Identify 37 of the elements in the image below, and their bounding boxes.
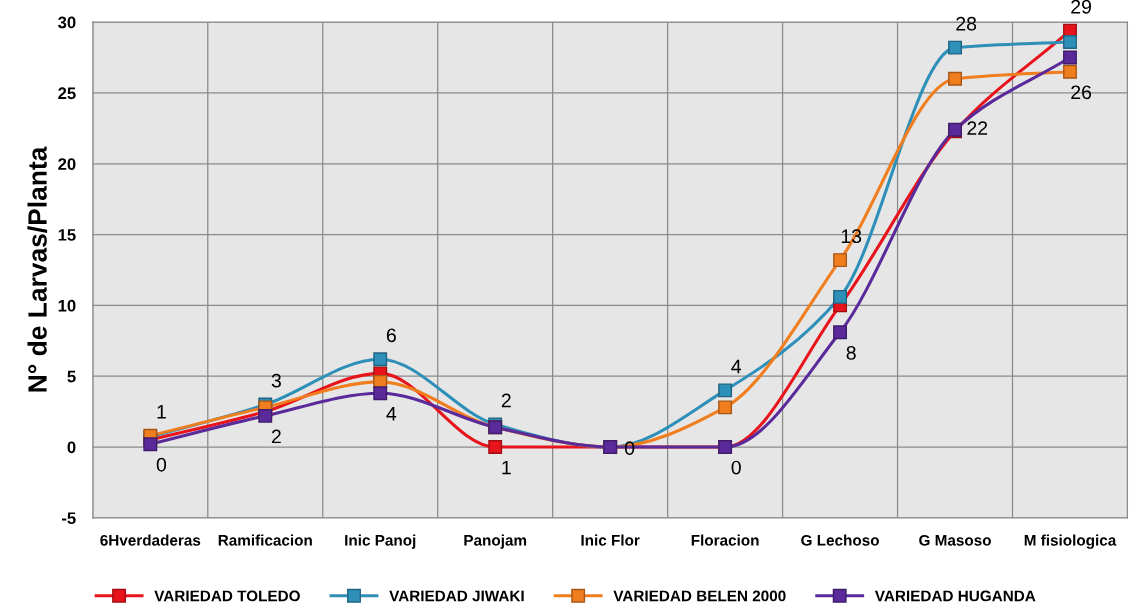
legend-label: VARIEDAD TOLEDO <box>154 590 300 602</box>
annotation: 29 <box>1071 0 1091 14</box>
annotation: 2 <box>271 429 281 444</box>
y-tick-label: 25 <box>58 87 76 100</box>
annotation: 28 <box>956 16 977 31</box>
x-tick-label: Panojam <box>464 534 527 549</box>
x-tick-label: 6Hverdaderas <box>100 534 201 546</box>
x-tick-label: Ramificacion <box>218 534 312 546</box>
y-tick-label: 5 <box>67 370 76 383</box>
annotation: 26 <box>1071 85 1092 100</box>
x-tick-label: Inic Panoj <box>345 534 416 549</box>
x-tick-label: M fisiologica <box>1024 534 1117 549</box>
annotation: 4 <box>386 407 397 421</box>
x-tick-label: G Lechoso <box>801 534 879 546</box>
annotation: 1 <box>502 460 511 475</box>
legend-label: VARIEDAD JIWAKI <box>389 590 524 602</box>
annotation: 1 <box>157 405 166 419</box>
annotation: 2 <box>501 393 511 408</box>
y-tick-label: 10 <box>58 299 76 312</box>
x-tick-label: G Masoso <box>919 534 991 546</box>
y-tick-label: 20 <box>58 158 76 170</box>
annotation: 3 <box>271 373 281 388</box>
annotation: 0 <box>156 457 167 472</box>
annotation: 4 <box>731 359 742 374</box>
y-tick-label: -5 <box>61 512 76 525</box>
annotation: 0 <box>731 460 741 475</box>
y-axis-title: N° de Larvas/Planta <box>27 146 48 392</box>
annotation: 22 <box>967 121 988 135</box>
y-tick-label: 30 <box>58 16 76 29</box>
annotation: 8 <box>846 345 856 360</box>
legend-label: VARIEDAD BELEN 2000 <box>613 590 786 602</box>
annotation: 6 <box>386 328 396 343</box>
y-tick-label: 0 <box>67 441 76 454</box>
x-tick-label: Inic Flor <box>581 534 640 546</box>
y-tick-label: 15 <box>58 229 76 241</box>
legend-label: VARIEDAD HUGANDA <box>874 590 1036 602</box>
x-tick-label: Floracion <box>691 534 759 546</box>
